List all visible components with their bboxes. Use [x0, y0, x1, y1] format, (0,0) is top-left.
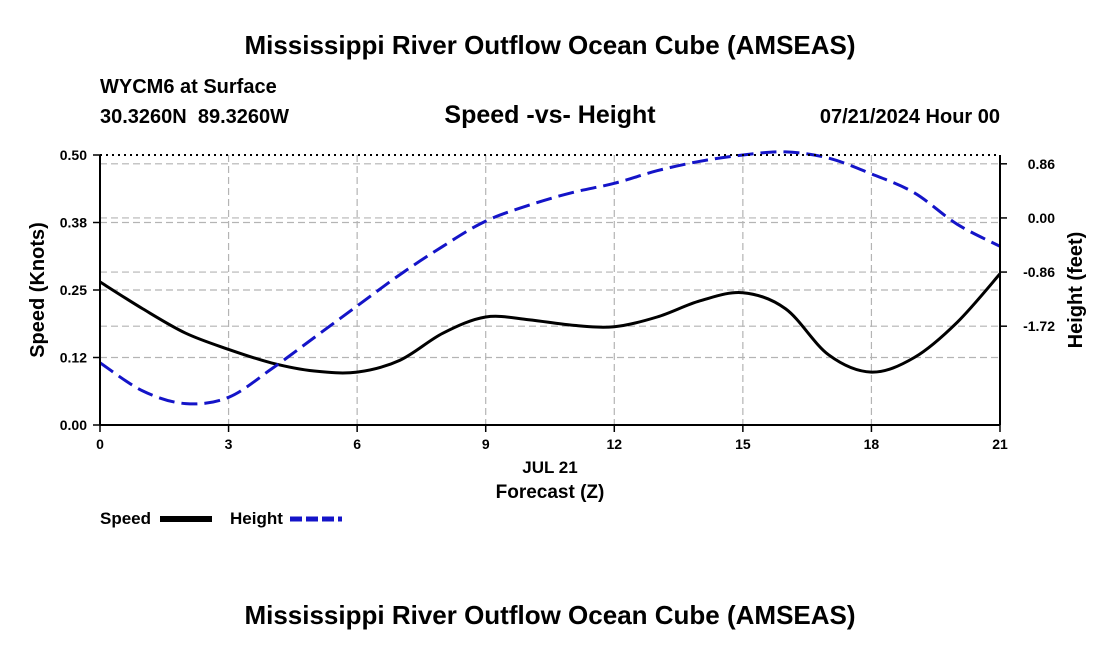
legend-speed-label: Speed [100, 509, 152, 528]
footer-title: Mississippi River Outflow Ocean Cube (AM… [244, 600, 856, 630]
x-axis-date-label: JUL 21 [522, 458, 578, 477]
x-tick-label: 0 [96, 436, 104, 452]
x-axis-label: Forecast (Z) [495, 482, 605, 503]
x-tick-label: 12 [606, 436, 622, 452]
y-right-tick-label: -1.72 [1023, 318, 1055, 334]
grid [100, 155, 1000, 425]
tick-layer: 0 3 6 9 12 15 18 21 0.00 0.12 0.25 0.38 0.50 0.86 0.00… [60, 147, 1055, 452]
y-left-tick-label: 0.38 [60, 215, 87, 231]
x-tick-label: 15 [735, 436, 751, 452]
legend-height-label: Height [230, 509, 283, 528]
y-right-tick-label: -0.86 [1023, 264, 1055, 280]
y-left-tick-label: 0.00 [60, 417, 87, 433]
station-name: WYCM6 at Surface [100, 76, 277, 98]
x-tick-label: 9 [482, 436, 490, 452]
legend-height-swatch [290, 516, 342, 522]
y-axis-right-label: Height (feet) [1065, 232, 1087, 349]
x-tick-label: 6 [353, 436, 361, 452]
legend-speed-swatch [160, 516, 212, 522]
y-left-tick-label: 0.50 [60, 147, 87, 163]
series-line-height [99, 150, 1001, 406]
y-left-tick-label: 0.25 [60, 282, 87, 298]
y-right-tick-label: 0.00 [1028, 210, 1055, 226]
chart-title: Speed -vs- Height [444, 101, 656, 129]
series-line-speed [99, 272, 1002, 375]
x-tick-label: 3 [225, 436, 233, 452]
y-axis-left-label: Speed (Knots) [27, 222, 49, 358]
page-title: Mississippi River Outflow Ocean Cube (AM… [244, 30, 856, 60]
station-coords: 30.3260N 89.3260W [100, 106, 290, 128]
y-left-tick-label: 0.12 [60, 350, 87, 366]
x-tick-label: 21 [992, 436, 1008, 452]
series-layer [99, 150, 1002, 406]
x-tick-label: 18 [864, 436, 880, 452]
y-right-tick-label: 0.86 [1028, 156, 1055, 172]
forecast-time: 07/21/2024 Hour 00 [819, 106, 1000, 128]
